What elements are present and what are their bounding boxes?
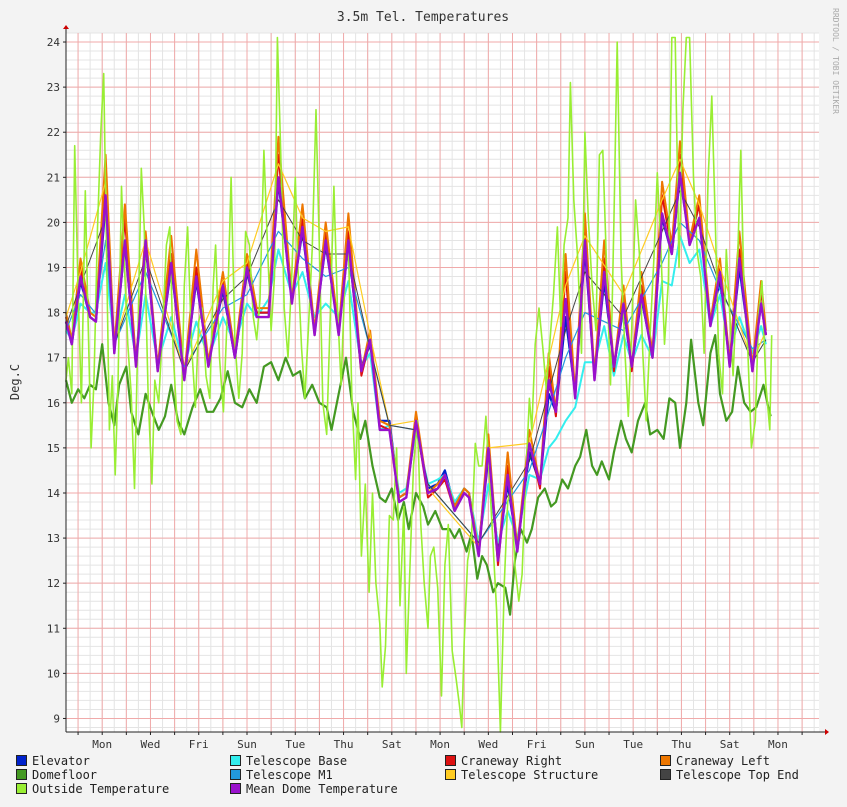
watermark: RRDTOOL / TOBI OETIKER bbox=[831, 8, 840, 114]
axes: 9 10 11 12 13 14 15 16 17 18 19 20 21 22 23 24 Mon Wed Fri… bbox=[47, 25, 829, 751]
series-layer bbox=[64, 36, 773, 733]
legend-item: Telescope Structure bbox=[445, 768, 598, 782]
x-tick-label: Sat bbox=[720, 738, 740, 751]
x-tick-label: Mon bbox=[430, 738, 450, 751]
x-tick-label: Fri bbox=[189, 738, 209, 751]
legend-item: Craneway Right bbox=[445, 754, 562, 768]
x-tick-label: Thu bbox=[671, 738, 691, 751]
x-tick-label: Tue bbox=[285, 738, 305, 751]
legend-swatch bbox=[660, 755, 671, 766]
series-line-7 bbox=[65, 190, 767, 544]
legend: Elevator Telescope Base Craneway Right Cran… bbox=[0, 753, 847, 803]
x-axis-arrow bbox=[825, 729, 829, 735]
series-line-4 bbox=[64, 334, 772, 616]
y-tick-label: 13 bbox=[47, 532, 60, 545]
legend-label: Craneway Left bbox=[676, 754, 770, 768]
series-line-9 bbox=[64, 171, 768, 562]
legend-label: Domefloor bbox=[32, 768, 98, 782]
x-tick-label: Thu bbox=[334, 738, 354, 751]
y-tick-label: 9 bbox=[53, 712, 60, 725]
legend-swatch bbox=[16, 769, 27, 780]
y-tick-label: 23 bbox=[47, 81, 60, 94]
chart-title: 3.5m Tel. Temperatures bbox=[337, 10, 509, 25]
legend-label: Telescope M1 bbox=[246, 768, 333, 782]
y-tick-label: 19 bbox=[47, 262, 60, 275]
x-tick-label: Sun bbox=[237, 738, 257, 751]
x-tick-label: Tue bbox=[623, 738, 643, 751]
y-axis-label: Deg.C bbox=[8, 364, 22, 400]
legend-item: Domefloor bbox=[16, 768, 97, 782]
legend-swatch bbox=[660, 769, 671, 780]
legend-label: Elevator bbox=[32, 754, 90, 768]
y-tick-label: 11 bbox=[47, 622, 60, 635]
y-tick-label: 10 bbox=[47, 667, 60, 680]
legend-swatch bbox=[445, 755, 456, 766]
legend-label: Outside Temperature bbox=[32, 782, 170, 796]
legend-swatch bbox=[16, 755, 27, 766]
x-tick-label: Mon bbox=[768, 738, 788, 751]
legend-swatch bbox=[230, 783, 241, 794]
y-tick-label: 15 bbox=[47, 442, 60, 455]
legend-label: Telescope Base bbox=[246, 754, 348, 768]
legend-label: Craneway Right bbox=[461, 754, 563, 768]
legend-label: Telescope Top End bbox=[676, 768, 799, 782]
legend-item: Craneway Left bbox=[660, 754, 770, 768]
series-line-8 bbox=[65, 36, 773, 733]
legend-item: Elevator bbox=[16, 754, 90, 768]
y-tick-label: 18 bbox=[47, 307, 60, 320]
y-tick-label: 16 bbox=[47, 397, 60, 410]
legend-swatch bbox=[445, 769, 456, 780]
y-tick-label: 22 bbox=[47, 126, 60, 139]
x-tick-label: Sat bbox=[382, 738, 402, 751]
x-tick-label: Mon bbox=[92, 738, 112, 751]
y-tick-label: 17 bbox=[47, 352, 60, 365]
y-tick-label: 14 bbox=[47, 487, 61, 500]
legend-swatch bbox=[230, 769, 241, 780]
y-tick-label: 12 bbox=[47, 577, 60, 590]
y-axis-arrow bbox=[63, 25, 69, 29]
y-tick-label: 24 bbox=[47, 36, 61, 49]
legend-item: Outside Temperature bbox=[16, 782, 169, 796]
legend-item: Telescope M1 bbox=[230, 768, 333, 782]
x-tick-label: Fri bbox=[527, 738, 547, 751]
legend-label: Mean Dome Temperature bbox=[246, 782, 398, 796]
x-tick-label: Wed bbox=[141, 738, 161, 751]
legend-item: Mean Dome Temperature bbox=[230, 782, 398, 796]
legend-label: Telescope Structure bbox=[461, 768, 599, 782]
legend-item: Telescope Top End bbox=[660, 768, 799, 782]
y-tick-label: 21 bbox=[47, 171, 60, 184]
x-tick-label: Sun bbox=[575, 738, 595, 751]
y-tick-label: 20 bbox=[47, 216, 60, 229]
legend-item: Telescope Base bbox=[230, 754, 347, 768]
x-tick-label: Wed bbox=[478, 738, 498, 751]
legend-swatch bbox=[16, 783, 27, 794]
legend-swatch bbox=[230, 755, 241, 766]
